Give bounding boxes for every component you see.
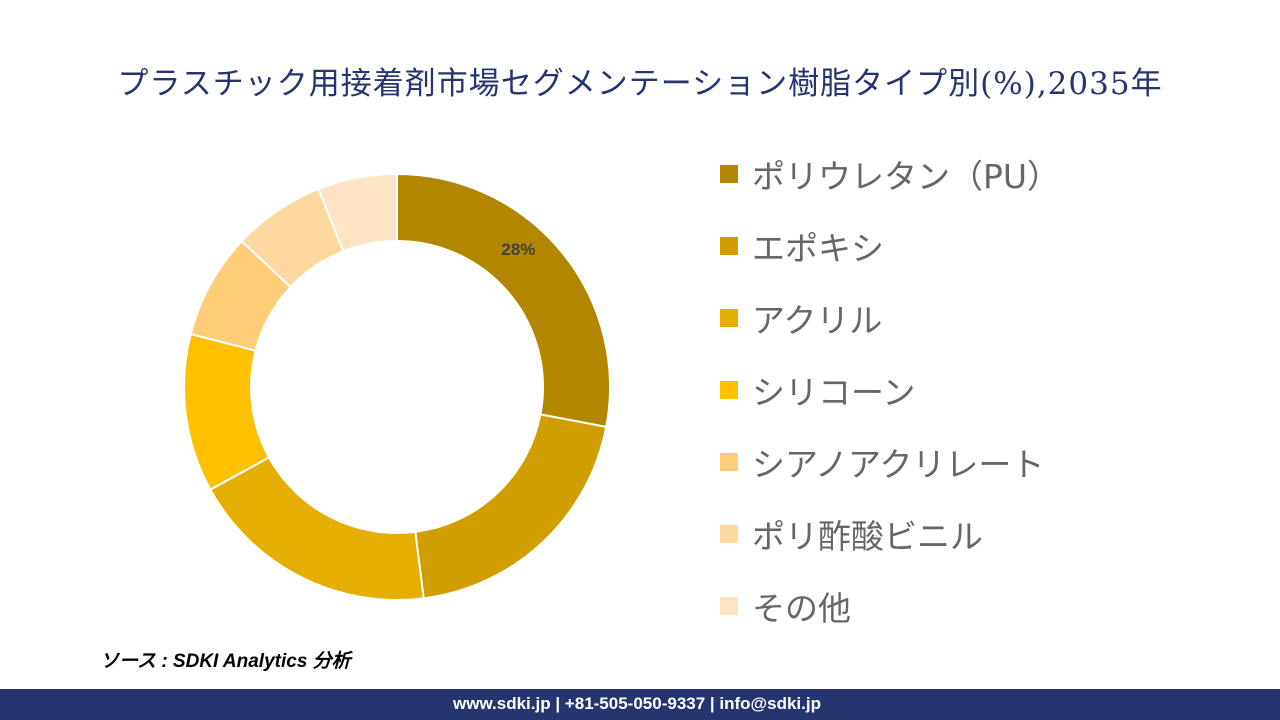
legend-item: シリコーン bbox=[720, 354, 1060, 426]
legend-item: アクリル bbox=[720, 282, 1060, 354]
legend-label: その他 bbox=[752, 589, 851, 628]
donut-slice-0 bbox=[396, 172, 611, 429]
legend-item: ポリ酢酸ビニル bbox=[720, 498, 1060, 570]
legend: ポリウレタン（PU） エポキシアクリルシリコーンシアノアクリレート ポリ酢酸ビニルそ… bbox=[720, 138, 1060, 642]
legend-label: ポリ酢酸ビニル bbox=[752, 517, 983, 556]
footer-contact: www.sdki.jp | +81-505-050-9337 | info@sd… bbox=[453, 694, 821, 713]
footer-bar: www.sdki.jp | +81-505-050-9337 | info@sd… bbox=[0, 689, 1280, 720]
donut-chart: 28% bbox=[183, 172, 611, 601]
legend-item: その他 bbox=[720, 570, 1060, 642]
legend-label: アクリル bbox=[752, 301, 883, 340]
source-note: ソース : SDKI Analytics 分析 bbox=[100, 651, 351, 672]
legend-label: シアノアクリレート bbox=[752, 445, 1045, 484]
donut-slice-6 bbox=[317, 172, 398, 253]
legend-item: ポリウレタン（PU） bbox=[720, 138, 1060, 210]
legend-swatch bbox=[720, 453, 738, 471]
legend-item: シアノアクリレート bbox=[720, 426, 1060, 498]
legend-swatch bbox=[720, 525, 738, 543]
legend-label: エポキシ bbox=[752, 229, 884, 268]
donut-slice-2 bbox=[208, 455, 425, 601]
legend-swatch bbox=[720, 237, 738, 255]
legend-swatch bbox=[720, 597, 738, 615]
chart-title: プラスチック用接着剤市場セグメンテーション樹脂タイプ別(%),2035年 bbox=[117, 66, 1163, 102]
legend-swatch bbox=[720, 165, 738, 183]
donut-slice-1 bbox=[414, 413, 608, 600]
legend-swatch bbox=[720, 309, 738, 327]
data-label: 28% bbox=[501, 240, 535, 259]
legend-swatch bbox=[720, 381, 738, 399]
legend-label: ポリウレタン（PU） bbox=[752, 157, 1061, 196]
legend-item: エポキシ bbox=[720, 210, 1060, 282]
legend-label: シリコーン bbox=[752, 373, 916, 412]
